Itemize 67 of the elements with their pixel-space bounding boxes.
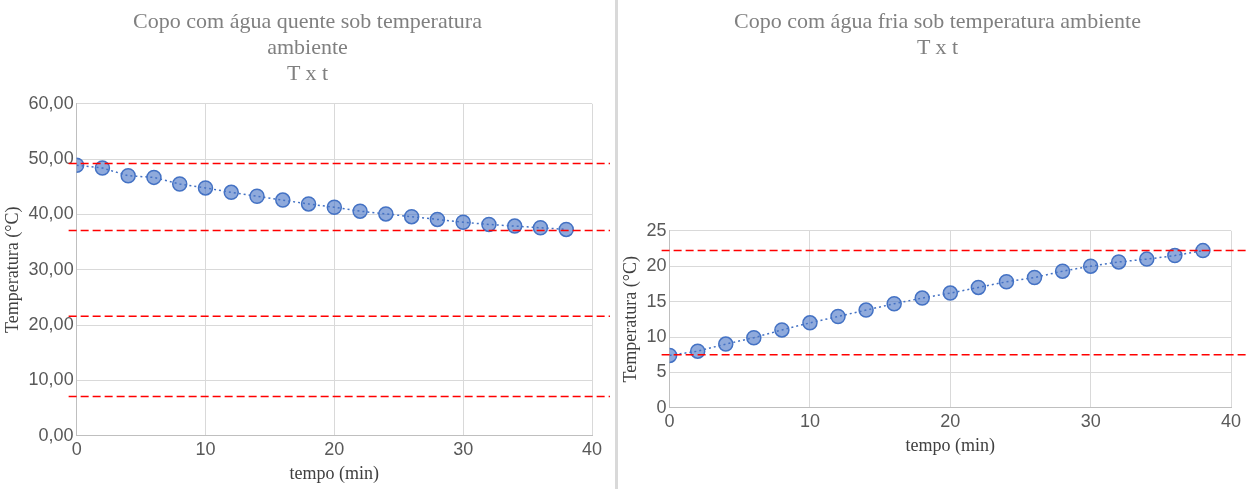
y-tick-label: 50,00: [28, 148, 74, 169]
chart-subtitle: T x t: [285, 60, 330, 86]
point: [481, 216, 497, 233]
point: [532, 220, 549, 236]
y-tick-label: 5: [656, 361, 667, 382]
point: [558, 221, 574, 238]
y-tick-label: 30,00: [28, 258, 74, 279]
point: [403, 208, 420, 225]
y-axis-title: Temperatura (°C): [619, 256, 641, 383]
x-tick-label: 40: [581, 438, 603, 459]
x-tick-label: 40: [1220, 410, 1242, 431]
y-tick-label: 25: [646, 219, 667, 240]
y-tick-label: 20,00: [28, 314, 74, 335]
y-tick-label: 40,00: [28, 203, 74, 224]
point: [942, 285, 959, 301]
y-axis-title: Temperatura (°C): [1, 206, 23, 333]
point: [1195, 242, 1211, 259]
point: [429, 211, 446, 228]
point: [223, 184, 239, 201]
y-tick-label: 0: [656, 396, 667, 417]
x-tick-label: 10: [195, 438, 216, 459]
point: [455, 214, 471, 230]
y-tick-label: 60,00: [28, 92, 74, 113]
point: [802, 315, 818, 331]
point: [689, 343, 706, 359]
chart-subtitle: T x t: [915, 34, 960, 60]
point: [352, 203, 368, 219]
point: [197, 180, 214, 196]
point: [1082, 258, 1099, 274]
point: [171, 176, 188, 192]
point: [914, 290, 930, 306]
point: [1110, 254, 1127, 270]
point: [300, 196, 317, 212]
x-tick-label: 20: [324, 438, 345, 459]
point: [970, 279, 987, 296]
point: [998, 274, 1015, 290]
x-tick-label: 30: [1080, 410, 1101, 431]
point: [830, 308, 846, 325]
point: [774, 322, 790, 338]
point: [326, 199, 343, 216]
x-axis-title: tempo (min): [289, 462, 380, 484]
point: [506, 218, 523, 234]
point: [1139, 251, 1155, 267]
chart-title: Copo com água quente sob temperatura ambiente: [132, 8, 483, 60]
y-tick-label: 0,00: [38, 424, 74, 445]
point: [249, 188, 265, 204]
point: [886, 295, 902, 312]
point: [1026, 269, 1043, 286]
x-tick-label: 20: [940, 410, 961, 431]
x-tick-label: 30: [453, 438, 474, 459]
point: [1054, 263, 1071, 279]
x-tick-label: 10: [799, 410, 820, 431]
y-tick-label: 15: [646, 290, 667, 311]
point: [718, 336, 734, 352]
y-tick-label: 10: [646, 325, 667, 346]
point: [1167, 247, 1183, 264]
x-axis-title: tempo (min): [905, 434, 996, 456]
y-tick-label: 10,00: [28, 369, 74, 390]
chart-title: Copo com água fria sob temperatura ambiente: [733, 8, 1142, 34]
point: [94, 160, 111, 176]
y-tick-label: 20: [646, 255, 667, 276]
point: [146, 169, 162, 186]
point: [858, 302, 874, 318]
point: [378, 206, 394, 222]
point: [120, 167, 136, 184]
point: [746, 329, 762, 346]
point: [275, 192, 291, 208]
